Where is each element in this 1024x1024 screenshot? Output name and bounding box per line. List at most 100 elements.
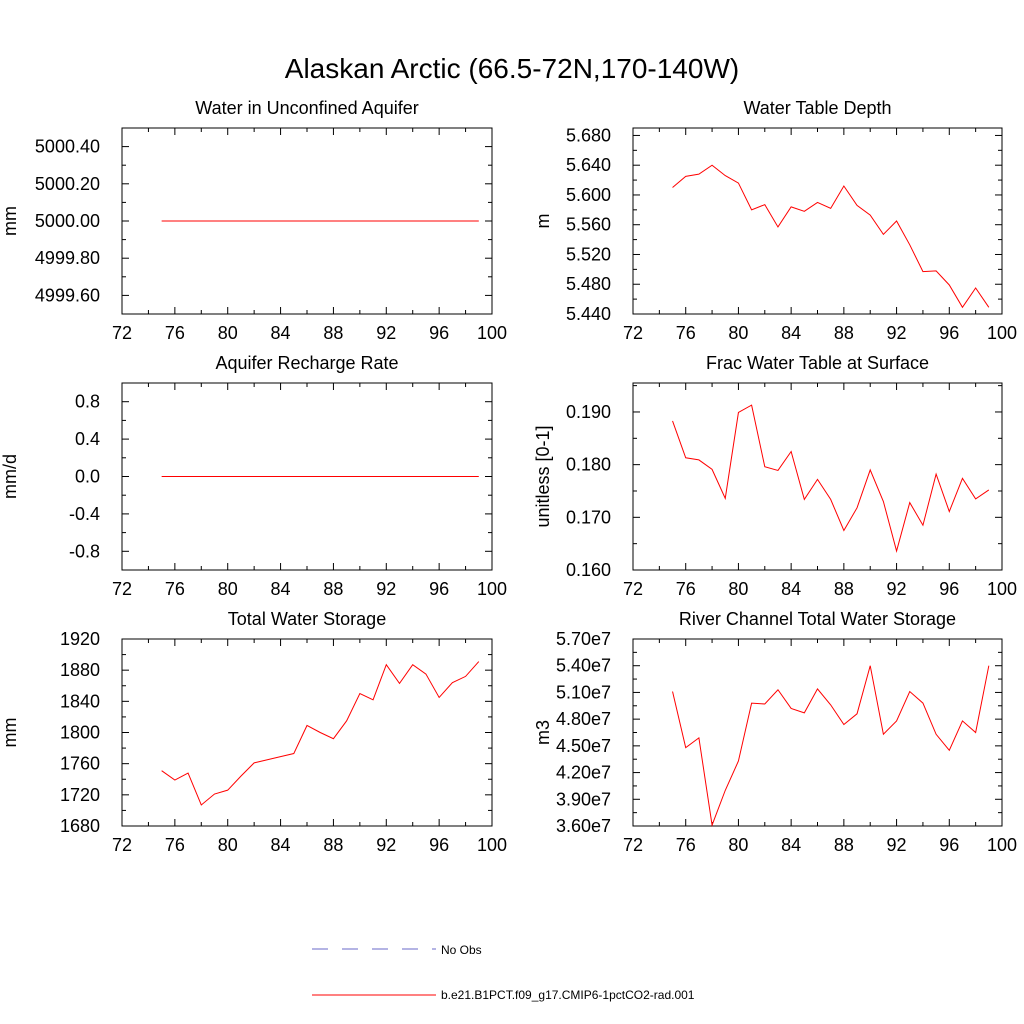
series-line-1 [672, 665, 990, 828]
chart-title: Frac Water Table at Surface [706, 353, 929, 373]
plot-frame [632, 638, 1003, 827]
x-tick-label: 72 [623, 835, 643, 855]
y-tick-label: 3.60e7 [556, 816, 611, 836]
y-tick-label: -0.4 [69, 504, 100, 524]
x-tick-label: 76 [676, 579, 696, 599]
chart-panel-3: Aquifer Recharge Rate 72 76 80 84 88 92 96 100 -0… [0, 353, 507, 599]
y-tick-label: 5.10e7 [556, 682, 611, 702]
y-tick-label: 0.180 [566, 455, 611, 475]
x-tick-label: 84 [271, 579, 291, 599]
y-tick-label: 1920 [60, 629, 100, 649]
x-tick-label: 72 [112, 835, 132, 855]
x-tick-label: 76 [165, 323, 185, 343]
series-line-1 [161, 661, 480, 806]
y-tick-label: 0.170 [566, 507, 611, 527]
x-tick-label: 96 [939, 579, 959, 599]
x-tick-label: 84 [271, 835, 291, 855]
x-tick-label: 80 [728, 835, 748, 855]
y-axis-label: m [533, 214, 553, 229]
chart-title: Total Water Storage [228, 609, 386, 629]
y-tick-label: 4.80e7 [556, 709, 611, 729]
figure-title: Alaskan Arctic (66.5-72N,170-140W) [285, 53, 739, 84]
x-tick-label: 100 [477, 579, 507, 599]
y-tick-label: 5.640 [566, 155, 611, 175]
x-tick-label: 92 [376, 579, 396, 599]
legend: No Obs b.e21.B1PCT.f09_g17.CMIP6-1pctCO2-… [312, 943, 695, 1002]
chart-panel-4: Frac Water Table at Surface 72 76 80 84 88 92 9… [533, 353, 1017, 599]
x-tick-label: 72 [623, 323, 643, 343]
x-tick-label: 88 [834, 835, 854, 855]
y-tick-label: 0.160 [566, 560, 611, 580]
x-tick-label: 76 [676, 323, 696, 343]
y-tick-label: 5.70e7 [556, 629, 611, 649]
x-tick-label: 80 [728, 323, 748, 343]
y-tick-label: 1800 [60, 723, 100, 743]
x-tick-label: 88 [323, 579, 343, 599]
x-tick-label: 92 [376, 323, 396, 343]
legend-label-no-obs: No Obs [441, 943, 482, 957]
y-tick-label: 5000.40 [35, 137, 100, 157]
x-tick-label: 88 [323, 835, 343, 855]
x-tick-label: 84 [781, 835, 801, 855]
x-tick-label: 84 [781, 579, 801, 599]
y-tick-label: 4.20e7 [556, 763, 611, 783]
y-tick-label: 5000.20 [35, 174, 100, 194]
x-tick-label: 80 [218, 323, 238, 343]
y-tick-label: 5.480 [566, 274, 611, 294]
y-axis-label: mm/d [0, 454, 20, 499]
y-axis-label: mm [0, 206, 20, 236]
x-tick-label: 76 [165, 835, 185, 855]
y-tick-label: 5.520 [566, 244, 611, 264]
x-tick-label: 96 [429, 835, 449, 855]
x-tick-label: 84 [781, 323, 801, 343]
x-tick-label: 72 [112, 323, 132, 343]
x-tick-label: 88 [834, 323, 854, 343]
y-tick-label: 1720 [60, 785, 100, 805]
y-tick-label: 4999.60 [35, 285, 100, 305]
plot-frame [632, 127, 1003, 315]
y-tick-label: 0.4 [75, 429, 100, 449]
x-tick-label: 76 [676, 835, 696, 855]
panels: Water in Unconfined Aquifer 72 76 80 84 88 92 9… [0, 98, 1017, 855]
y-tick-label: 5.40e7 [556, 656, 611, 676]
chart-title: Water in Unconfined Aquifer [195, 98, 418, 118]
plot-frame [121, 638, 493, 827]
x-tick-label: 88 [834, 579, 854, 599]
x-tick-label: 96 [429, 323, 449, 343]
y-axis-label: unitless [0-1] [533, 425, 553, 527]
chart-title: Water Table Depth [743, 98, 891, 118]
x-tick-label: 80 [218, 579, 238, 599]
y-tick-label: 1880 [60, 660, 100, 680]
y-axis-label: mm [0, 718, 20, 748]
chart-panel-1: Water in Unconfined Aquifer 72 76 80 84 88 92 9… [0, 98, 507, 343]
x-tick-label: 76 [165, 579, 185, 599]
y-tick-label: -0.8 [69, 541, 100, 561]
x-tick-label: 80 [218, 835, 238, 855]
x-tick-label: 100 [477, 323, 507, 343]
chart-panel-5: Total Water Storage 72 76 80 84 88 92 96 100 1680… [0, 609, 507, 855]
x-tick-label: 72 [623, 579, 643, 599]
y-tick-label: 0.190 [566, 402, 611, 422]
x-tick-label: 100 [987, 323, 1017, 343]
y-tick-label: 5000.00 [35, 211, 100, 231]
plot-frame [632, 382, 1003, 571]
x-tick-label: 92 [376, 835, 396, 855]
y-tick-label: 1680 [60, 816, 100, 836]
chart-panel-2: Water Table Depth 72 76 80 84 88 92 96 100 5.440 5… [533, 98, 1017, 343]
y-axis-label: m3 [533, 720, 553, 745]
x-tick-label: 88 [323, 323, 343, 343]
legend-label-series: b.e21.B1PCT.f09_g17.CMIP6-1pctCO2-rad.00… [441, 988, 695, 1002]
x-tick-label: 92 [887, 579, 907, 599]
x-tick-label: 100 [987, 579, 1017, 599]
x-tick-label: 92 [887, 323, 907, 343]
x-tick-label: 96 [939, 835, 959, 855]
y-tick-label: 0.8 [75, 392, 100, 412]
x-tick-label: 72 [112, 579, 132, 599]
x-tick-label: 84 [271, 323, 291, 343]
y-tick-label: 4.50e7 [556, 736, 611, 756]
x-tick-label: 80 [728, 579, 748, 599]
y-tick-label: 0.0 [75, 467, 100, 487]
x-tick-label: 96 [939, 323, 959, 343]
y-tick-label: 1840 [60, 691, 100, 711]
